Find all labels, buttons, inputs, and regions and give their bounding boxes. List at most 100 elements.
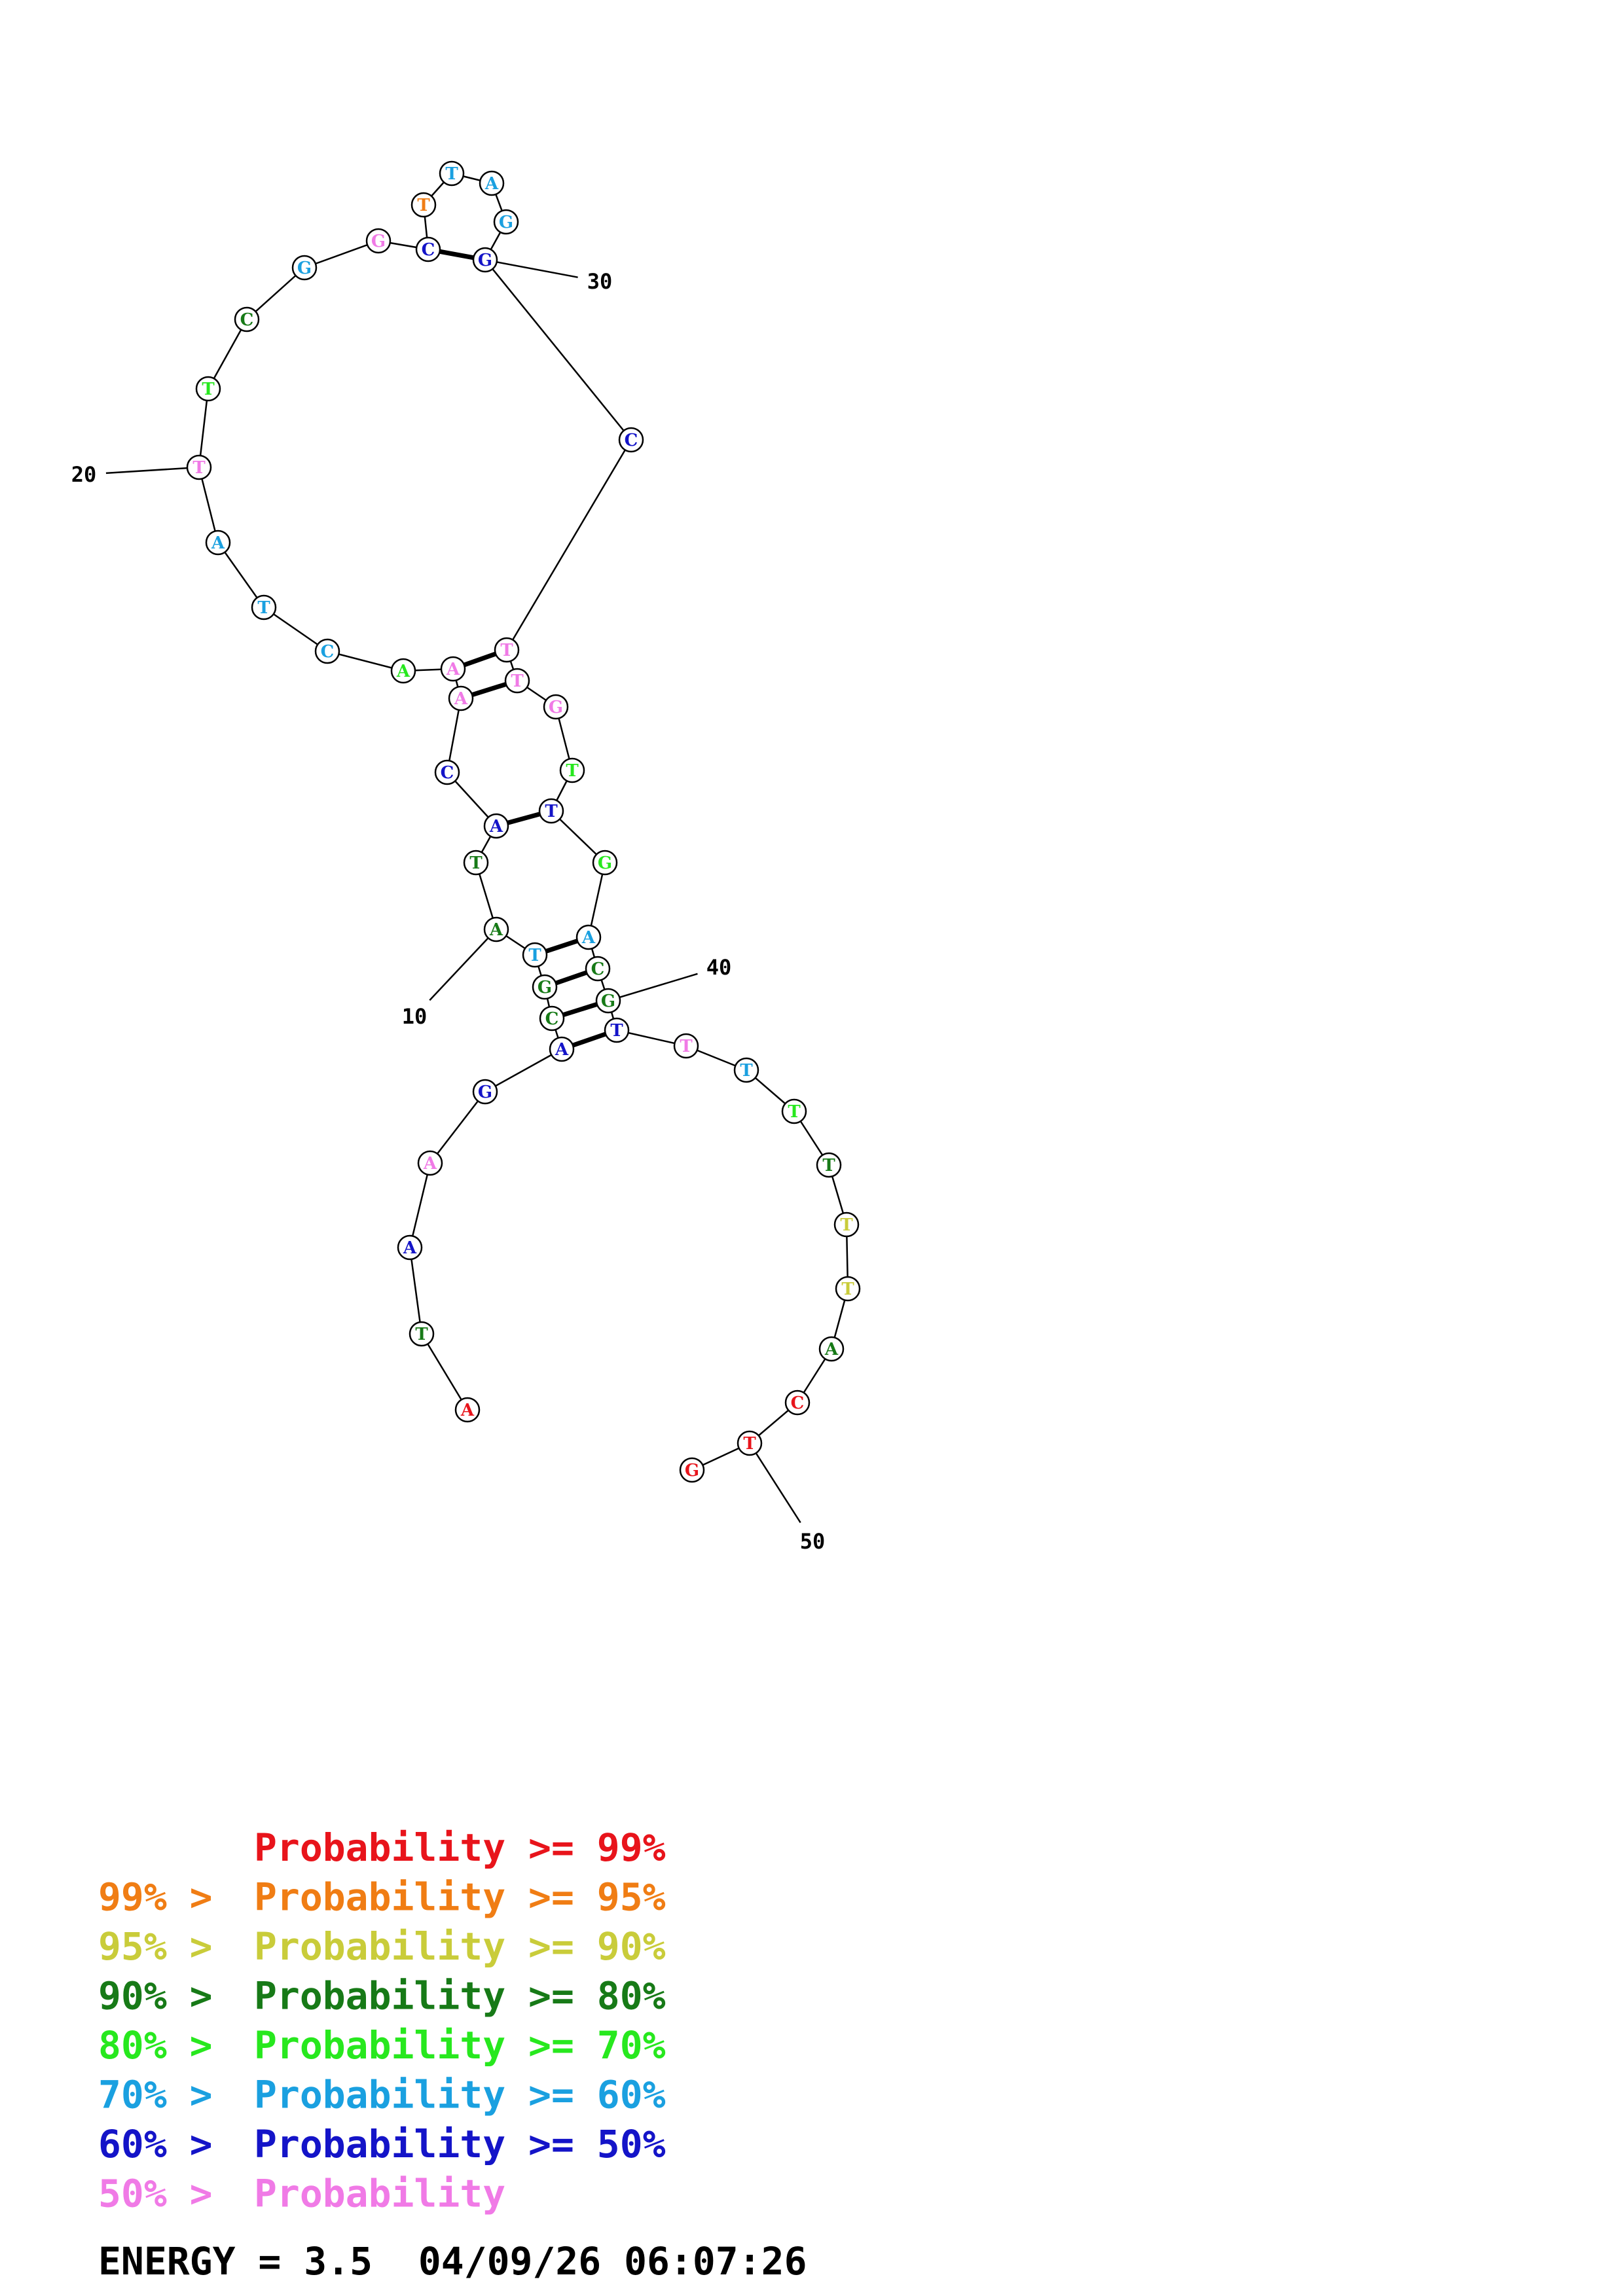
nucleotide-circle: [549, 1036, 575, 1062]
legend-prefix: 80% >: [98, 2023, 236, 2068]
nucleotide-circle: [415, 236, 441, 262]
nucleotide-circle: [448, 685, 474, 711]
backbone-link-1-2: [420, 1333, 469, 1410]
nucleotide-37: G: [592, 850, 618, 876]
nucleotide-16: A: [390, 658, 416, 684]
nucleotide-13: C: [434, 759, 460, 785]
nucleotide-circle: [483, 916, 509, 942]
nucleotide-12: A: [483, 813, 509, 839]
nucleotide-3: A: [397, 1234, 423, 1261]
nucleotide-base-letter: T: [415, 1325, 428, 1344]
nucleotide-28: A: [479, 170, 505, 196]
nucleotide-base-letter: T: [740, 1061, 753, 1081]
nucleotide-circle: [291, 255, 318, 281]
nucleotide-circle: [417, 1150, 443, 1176]
nucleotide-circle: [737, 1430, 763, 1456]
backbone-link-19-20: [198, 467, 219, 543]
position-tick-50: [748, 1443, 801, 1524]
backbone-link-20-21: [198, 388, 210, 468]
nucleotide-circle: [463, 850, 489, 876]
nucleotide-base-letter: A: [484, 174, 499, 194]
legend-prefix: 90% >: [98, 1974, 236, 2018]
backbone-link-22-23: [246, 267, 305, 320]
legend-row-2: 99% > Probability >= 95%: [98, 1875, 666, 1920]
nucleotide-26: T: [410, 192, 437, 218]
nucleotide-base-letter: T: [545, 802, 558, 821]
nucleotide-44: T: [781, 1098, 807, 1124]
nucleotide-48: A: [818, 1336, 845, 1362]
nucleotide-base-letter: A: [489, 920, 503, 940]
probability-legend: Probability >= 99% 99% > Probability >= 9…: [98, 1825, 666, 2216]
nucleotide-base-letter: G: [297, 259, 312, 278]
nucleotide-45: T: [816, 1152, 842, 1178]
legend-label: Probability >= 50%: [254, 2122, 666, 2166]
nucleotide-circle: [195, 376, 221, 402]
nucleotide-circle: [816, 1152, 842, 1178]
nucleotide-base-letter: A: [396, 662, 410, 681]
nucleotide-base-letter: G: [478, 251, 492, 270]
legend-label: Probability: [254, 2172, 505, 2216]
position-label-20: 20: [71, 462, 97, 487]
nucleotide-circle: [784, 1390, 811, 1416]
nucleotide-circle: [595, 988, 621, 1014]
nucleotide-15: A: [440, 656, 466, 682]
nucleotide-base-letter: G: [685, 1461, 699, 1480]
legend-row-6: 70% > Probability >= 60%: [98, 2073, 666, 2117]
nucleotide-circle: [390, 658, 416, 684]
nucleotide-base-letter: A: [403, 1238, 417, 1258]
nucleotide-34: G: [543, 694, 569, 720]
nucleotide-base-letter: C: [545, 1009, 559, 1029]
backbone-link-30-31: [484, 259, 632, 440]
nucleotide-circle: [575, 924, 602, 950]
nucleotide-circle: [539, 1005, 565, 1031]
nucleotide-base-letter: G: [549, 698, 563, 717]
position-tick-20: [105, 466, 200, 475]
nucleotide-circle: [618, 427, 644, 453]
position-label-50: 50: [800, 1529, 826, 1554]
nucleotide-base-letter: A: [211, 533, 225, 553]
nucleotide-32: T: [494, 637, 520, 663]
nucleotide-1: A: [454, 1397, 481, 1423]
nucleotide-circle: [409, 1321, 435, 1347]
position-tick-30: [484, 259, 578, 278]
position-label-30: 30: [587, 269, 613, 294]
nucleotide-35: T: [559, 757, 585, 783]
legend-prefix: 50% >: [98, 2172, 236, 2216]
legend-prefix: 95% >: [98, 1924, 236, 1969]
nucleotide-21: T: [195, 376, 221, 402]
nucleotide-30: G: [472, 247, 498, 273]
nucleotide-circle: [673, 1033, 699, 1059]
nucleotide-2: T: [409, 1321, 435, 1347]
nucleotide-base-letter: T: [528, 946, 541, 965]
nucleotide-18: T: [251, 594, 277, 620]
nucleotide-base-letter: T: [566, 761, 579, 781]
legend-row-8: 50% > Probability: [98, 2172, 505, 2216]
nucleotide-base-letter: C: [321, 642, 335, 662]
legend-label: Probability >= 70%: [254, 2023, 666, 2068]
nucleotide-4: A: [417, 1150, 443, 1176]
nucleotide-39: C: [585, 956, 611, 982]
nucleotide-circle: [440, 656, 466, 682]
nucleotide-circle: [585, 956, 611, 982]
backbone-link-5-6: [484, 1048, 562, 1093]
nucleotide-circle: [365, 228, 392, 254]
legend-label: Probability >= 99%: [254, 1825, 666, 1870]
nucleotide-circle: [522, 942, 548, 968]
nucleotide-circle: [493, 209, 519, 235]
nucleotide-base-letter: G: [538, 978, 552, 997]
nucleotide-base-letter: C: [591, 960, 605, 979]
legend-label: Probability >= 95%: [254, 1875, 666, 1920]
nucleotide-10: A: [483, 916, 509, 942]
nucleotide-29: G: [493, 209, 519, 235]
nucleotide-8: G: [532, 974, 558, 1000]
nucleotide-circle: [251, 594, 277, 620]
nucleotide-base-letter: T: [192, 458, 206, 478]
nucleotide-circle: [679, 1457, 705, 1483]
nucleotide-circle: [397, 1234, 423, 1261]
legend-prefix: 70% >: [98, 2073, 236, 2117]
nucleotide-40: G: [595, 988, 621, 1014]
backbone-link-4-5: [429, 1091, 486, 1164]
nucleotide-43: T: [733, 1057, 759, 1083]
